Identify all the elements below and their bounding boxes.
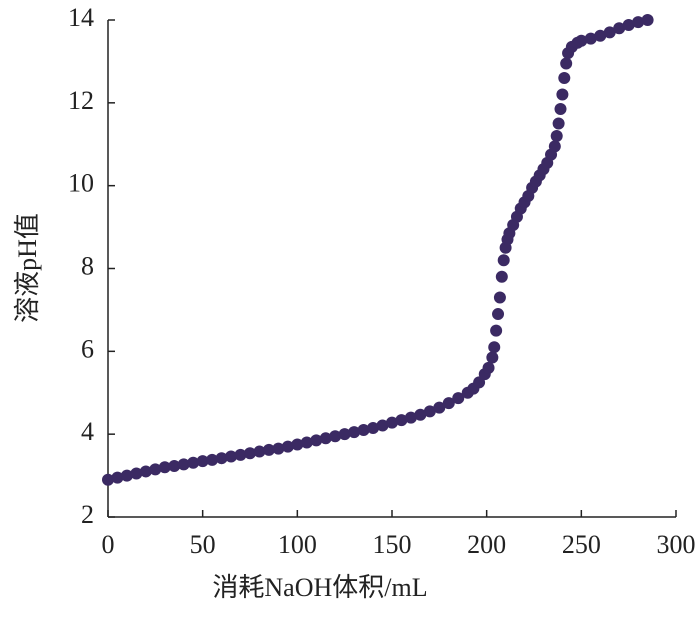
- point: [158, 461, 171, 474]
- point: [120, 469, 133, 482]
- x-tick-label: 50: [190, 530, 216, 559]
- point: [177, 458, 190, 471]
- point: [329, 430, 342, 443]
- point: [130, 467, 143, 480]
- point: [482, 361, 495, 374]
- point: [622, 18, 635, 31]
- point: [111, 471, 124, 484]
- x-tick-label: 100: [278, 530, 317, 559]
- point: [442, 397, 455, 410]
- y-tick-label: 8: [81, 251, 94, 280]
- point: [168, 460, 181, 473]
- point: [495, 270, 508, 283]
- point: [404, 411, 417, 424]
- y-tick-label: 14: [68, 3, 94, 32]
- point: [300, 436, 313, 449]
- point: [452, 392, 465, 405]
- point: [367, 421, 380, 434]
- point: [490, 324, 503, 337]
- point: [310, 434, 323, 447]
- point: [497, 254, 510, 267]
- point: [386, 416, 398, 429]
- point: [488, 341, 501, 354]
- y-tick-label: 6: [81, 334, 94, 363]
- point: [641, 14, 654, 26]
- x-tick-label: 300: [657, 530, 696, 559]
- point: [291, 438, 304, 451]
- point: [575, 34, 588, 47]
- x-tick-label: 200: [467, 530, 506, 559]
- point: [281, 440, 294, 453]
- point: [556, 88, 569, 101]
- point: [253, 445, 266, 458]
- point: [139, 465, 152, 478]
- point: [196, 455, 209, 468]
- point: [102, 473, 114, 486]
- point: [554, 103, 567, 116]
- point: [552, 117, 565, 130]
- point: [433, 401, 446, 414]
- x-tick-label: 0: [102, 530, 115, 559]
- y-axis-label: 溶液pH值: [13, 213, 42, 323]
- point: [613, 22, 626, 35]
- point: [338, 428, 351, 441]
- y-tick-label: 4: [81, 417, 94, 446]
- point: [603, 26, 616, 39]
- point: [492, 308, 505, 321]
- point: [395, 414, 408, 427]
- point: [548, 140, 561, 153]
- point: [348, 426, 361, 439]
- x-tick-label: 250: [562, 530, 601, 559]
- point: [584, 32, 597, 45]
- x-axis-label: 消耗NaOH体积/mL: [212, 573, 427, 602]
- point: [550, 129, 563, 142]
- y-tick-label: 12: [68, 86, 94, 115]
- point: [423, 405, 436, 418]
- point: [206, 453, 219, 466]
- point: [272, 442, 285, 455]
- point: [558, 71, 571, 84]
- point: [493, 291, 506, 304]
- point: [149, 463, 162, 476]
- point: [414, 408, 427, 421]
- point: [215, 452, 228, 465]
- point: [376, 419, 389, 432]
- point: [187, 456, 200, 469]
- y-tick-label: 2: [81, 500, 94, 529]
- point: [357, 424, 370, 437]
- point: [262, 443, 275, 456]
- point: [486, 351, 499, 364]
- point: [632, 16, 645, 29]
- x-tick-label: 150: [373, 530, 412, 559]
- point: [560, 57, 573, 70]
- point: [234, 448, 247, 461]
- point: [244, 447, 256, 460]
- point: [225, 450, 238, 463]
- point: [594, 29, 607, 42]
- y-tick-label: 10: [68, 169, 94, 198]
- point: [319, 432, 332, 445]
